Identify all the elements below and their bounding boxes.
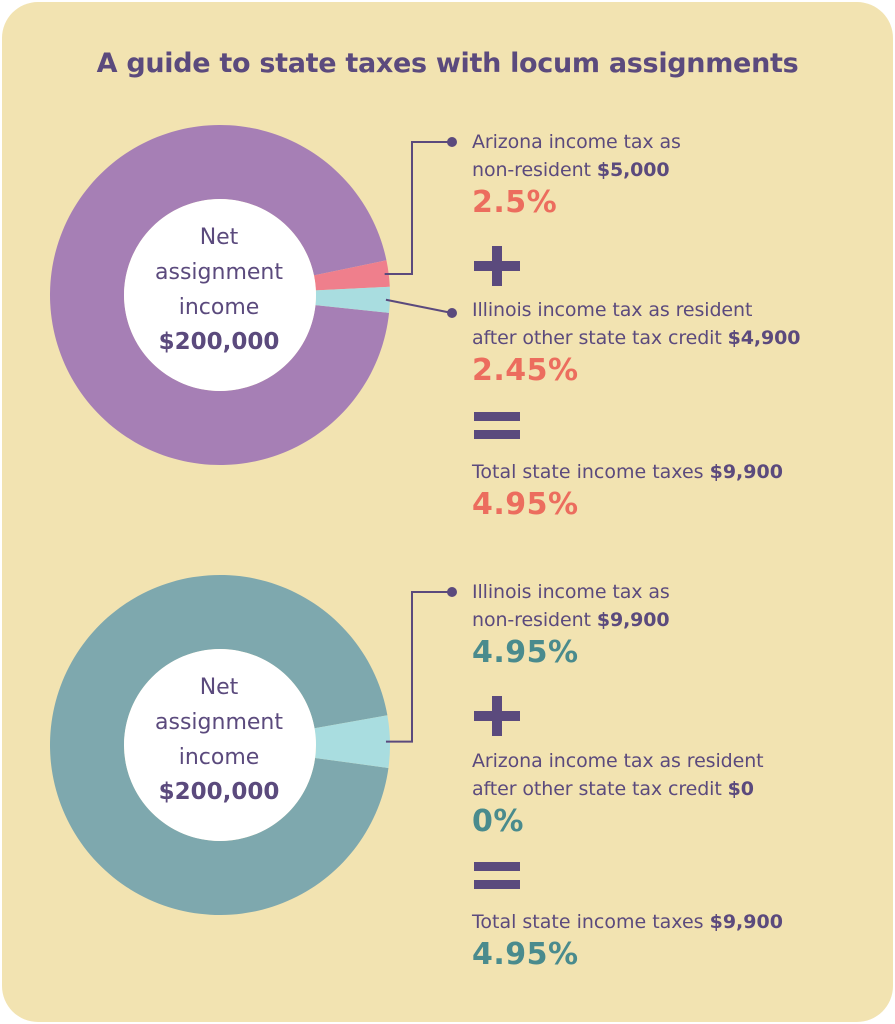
leader-line — [385, 298, 453, 314]
donut-hole — [124, 649, 316, 841]
donut-center-label: Net assignment income $200,000 — [124, 220, 314, 360]
tax-item-line2: after other state tax credit — [472, 327, 722, 349]
total-label-text: Total state income taxes — [472, 461, 704, 483]
donut-center-label: Net assignment income $200,000 — [124, 670, 314, 810]
tax-item-percent: 0% — [472, 804, 524, 839]
pie-slice-0 — [314, 715, 390, 768]
tax-item-line2: after other state tax credit — [472, 778, 722, 800]
tax-item-amount: $5,000 — [596, 159, 670, 181]
center-label-line3: income — [178, 295, 260, 320]
donut-chart-illinois-arizona — [49, 575, 457, 916]
total-amount: $9,900 — [709, 461, 783, 483]
leader-line — [385, 591, 452, 743]
tax-item-line1: Arizona income tax as — [472, 131, 681, 153]
tax-item-amount: $9,900 — [596, 609, 670, 631]
center-label-line1: Net — [199, 225, 239, 250]
center-label-line1: Net — [199, 675, 239, 700]
tax-item-percent: 4.95% — [472, 635, 579, 670]
center-label-line3: income — [178, 745, 260, 770]
plus-icon — [474, 246, 520, 286]
tax-item-amount: $4,900 — [727, 327, 801, 349]
tax-item-line1: Illinois income tax as resident — [472, 299, 753, 321]
tax-item-label: Illinois income tax as non-resident $9,9… — [472, 578, 882, 634]
leader-line — [384, 141, 452, 275]
infographic-title: A guide to state taxes with locum assign… — [96, 48, 799, 79]
donut-chart-arizona-illinois — [50, 125, 457, 465]
tax-item-arizona-nonresident: Arizona income tax as non-resident $5,00… — [472, 128, 882, 222]
center-label-amount: $200,000 — [158, 779, 280, 805]
tax-total-label: Total state income taxes $9,900 — [472, 458, 882, 486]
pie-slice-0 — [313, 260, 390, 291]
tax-item-line2: non-resident — [472, 159, 591, 181]
leader-dot — [447, 137, 457, 147]
total-amount: $9,900 — [709, 911, 783, 933]
pie-slice-remainder — [49, 575, 389, 916]
tax-item-line1: Illinois income tax as — [472, 581, 670, 603]
tax-total: Total state income taxes $9,900 4.95% — [472, 458, 882, 524]
tax-item-percent: 2.45% — [472, 353, 579, 388]
tax-item-label: Arizona income tax as non-resident $5,00… — [472, 128, 882, 184]
total-percent: 4.95% — [472, 937, 579, 972]
leader-dot — [447, 587, 457, 597]
pie-slice-remainder — [50, 125, 390, 465]
tax-item-line2: non-resident — [472, 609, 591, 631]
tax-item-illinois-nonresident: Illinois income tax as non-resident $9,9… — [472, 578, 882, 672]
tax-item-label: Arizona income tax as resident after oth… — [472, 747, 882, 803]
plus-icon — [474, 696, 520, 736]
tax-item-label: Illinois income tax as resident after ot… — [472, 296, 882, 352]
leader-dot — [447, 308, 457, 318]
pie-slice-1 — [315, 286, 390, 313]
center-label-line2: assignment — [155, 710, 283, 735]
donut-hole — [124, 199, 316, 391]
tax-item-illinois-resident: Illinois income tax as resident after ot… — [472, 296, 882, 390]
total-label-text: Total state income taxes — [472, 911, 704, 933]
tax-item-arizona-resident: Arizona income tax as resident after oth… — [472, 747, 882, 841]
total-percent: 4.95% — [472, 487, 579, 522]
center-label-amount: $200,000 — [158, 329, 280, 355]
tax-item-percent: 2.5% — [472, 185, 558, 220]
tax-item-line1: Arizona income tax as resident — [472, 750, 764, 772]
center-label-line2: assignment — [155, 260, 283, 285]
equals-icon — [474, 862, 520, 889]
tax-item-amount: $0 — [727, 778, 754, 800]
equals-icon — [474, 412, 520, 439]
tax-total: Total state income taxes $9,900 4.95% — [472, 908, 882, 974]
tax-total-label: Total state income taxes $9,900 — [472, 908, 882, 936]
